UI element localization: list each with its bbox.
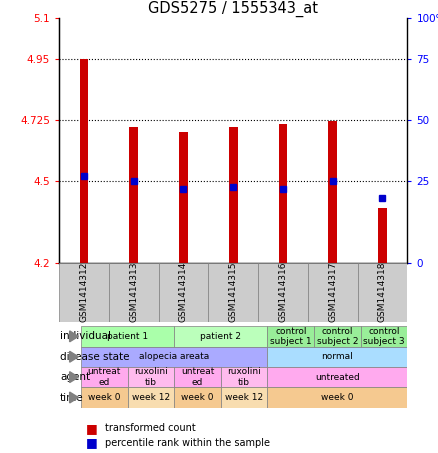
Text: GSM1414315: GSM1414315 [229, 262, 238, 323]
FancyBboxPatch shape [308, 263, 357, 322]
Text: untreat
ed: untreat ed [181, 367, 214, 387]
Text: patient 1: patient 1 [107, 332, 148, 341]
Bar [179, 132, 188, 263]
FancyBboxPatch shape [159, 263, 208, 322]
FancyBboxPatch shape [174, 367, 221, 387]
Text: time: time [60, 392, 84, 403]
FancyBboxPatch shape [268, 347, 407, 367]
FancyBboxPatch shape [109, 263, 159, 322]
Text: control
subject 1: control subject 1 [270, 327, 311, 346]
FancyBboxPatch shape [81, 367, 127, 387]
FancyBboxPatch shape [208, 263, 258, 322]
Text: individual: individual [60, 331, 111, 342]
FancyBboxPatch shape [361, 326, 407, 347]
Polygon shape [70, 352, 78, 362]
Text: ■: ■ [85, 437, 97, 449]
Text: ruxolini
tib: ruxolini tib [134, 367, 168, 387]
Polygon shape [70, 392, 78, 403]
FancyBboxPatch shape [59, 263, 109, 322]
FancyBboxPatch shape [314, 326, 361, 347]
Text: transformed count: transformed count [105, 423, 196, 433]
Bar [328, 121, 337, 263]
Text: week 12: week 12 [225, 393, 263, 402]
Text: control
subject 3: control subject 3 [363, 327, 405, 346]
FancyBboxPatch shape [81, 387, 127, 408]
Bar [279, 124, 287, 263]
FancyBboxPatch shape [268, 367, 407, 387]
Text: normal: normal [321, 352, 353, 361]
Bar [229, 127, 238, 263]
Text: ruxolini
tib: ruxolini tib [227, 367, 261, 387]
FancyBboxPatch shape [221, 387, 268, 408]
Polygon shape [70, 331, 78, 342]
FancyBboxPatch shape [81, 326, 174, 347]
Text: GSM1414313: GSM1414313 [129, 262, 138, 323]
FancyBboxPatch shape [258, 263, 308, 322]
FancyBboxPatch shape [221, 367, 268, 387]
Text: percentile rank within the sample: percentile rank within the sample [105, 438, 270, 448]
Bar [129, 127, 138, 263]
FancyBboxPatch shape [127, 367, 174, 387]
FancyBboxPatch shape [127, 387, 174, 408]
Text: week 12: week 12 [132, 393, 170, 402]
Text: agent: agent [60, 372, 90, 382]
Text: untreated: untreated [315, 373, 360, 381]
FancyBboxPatch shape [268, 387, 407, 408]
Text: GSM1414314: GSM1414314 [179, 262, 188, 323]
FancyBboxPatch shape [81, 347, 268, 367]
Text: GSM1414316: GSM1414316 [279, 262, 287, 323]
FancyBboxPatch shape [174, 387, 221, 408]
Title: GDS5275 / 1555343_at: GDS5275 / 1555343_at [148, 0, 318, 17]
Text: ■: ■ [85, 422, 97, 434]
FancyBboxPatch shape [174, 326, 268, 347]
FancyBboxPatch shape [268, 326, 314, 347]
Text: GSM1414317: GSM1414317 [328, 262, 337, 323]
Bar [378, 208, 387, 263]
Text: GSM1414312: GSM1414312 [80, 262, 88, 323]
Text: disease state: disease state [60, 352, 130, 362]
Bar [80, 59, 88, 263]
FancyBboxPatch shape [357, 263, 407, 322]
Text: week 0: week 0 [88, 393, 120, 402]
Text: week 0: week 0 [181, 393, 214, 402]
Text: alopecia areata: alopecia areata [139, 352, 209, 361]
Text: patient 2: patient 2 [200, 332, 241, 341]
Text: week 0: week 0 [321, 393, 353, 402]
Text: untreat
ed: untreat ed [88, 367, 121, 387]
Polygon shape [70, 371, 78, 382]
Text: control
subject 2: control subject 2 [317, 327, 358, 346]
Text: GSM1414318: GSM1414318 [378, 262, 387, 323]
